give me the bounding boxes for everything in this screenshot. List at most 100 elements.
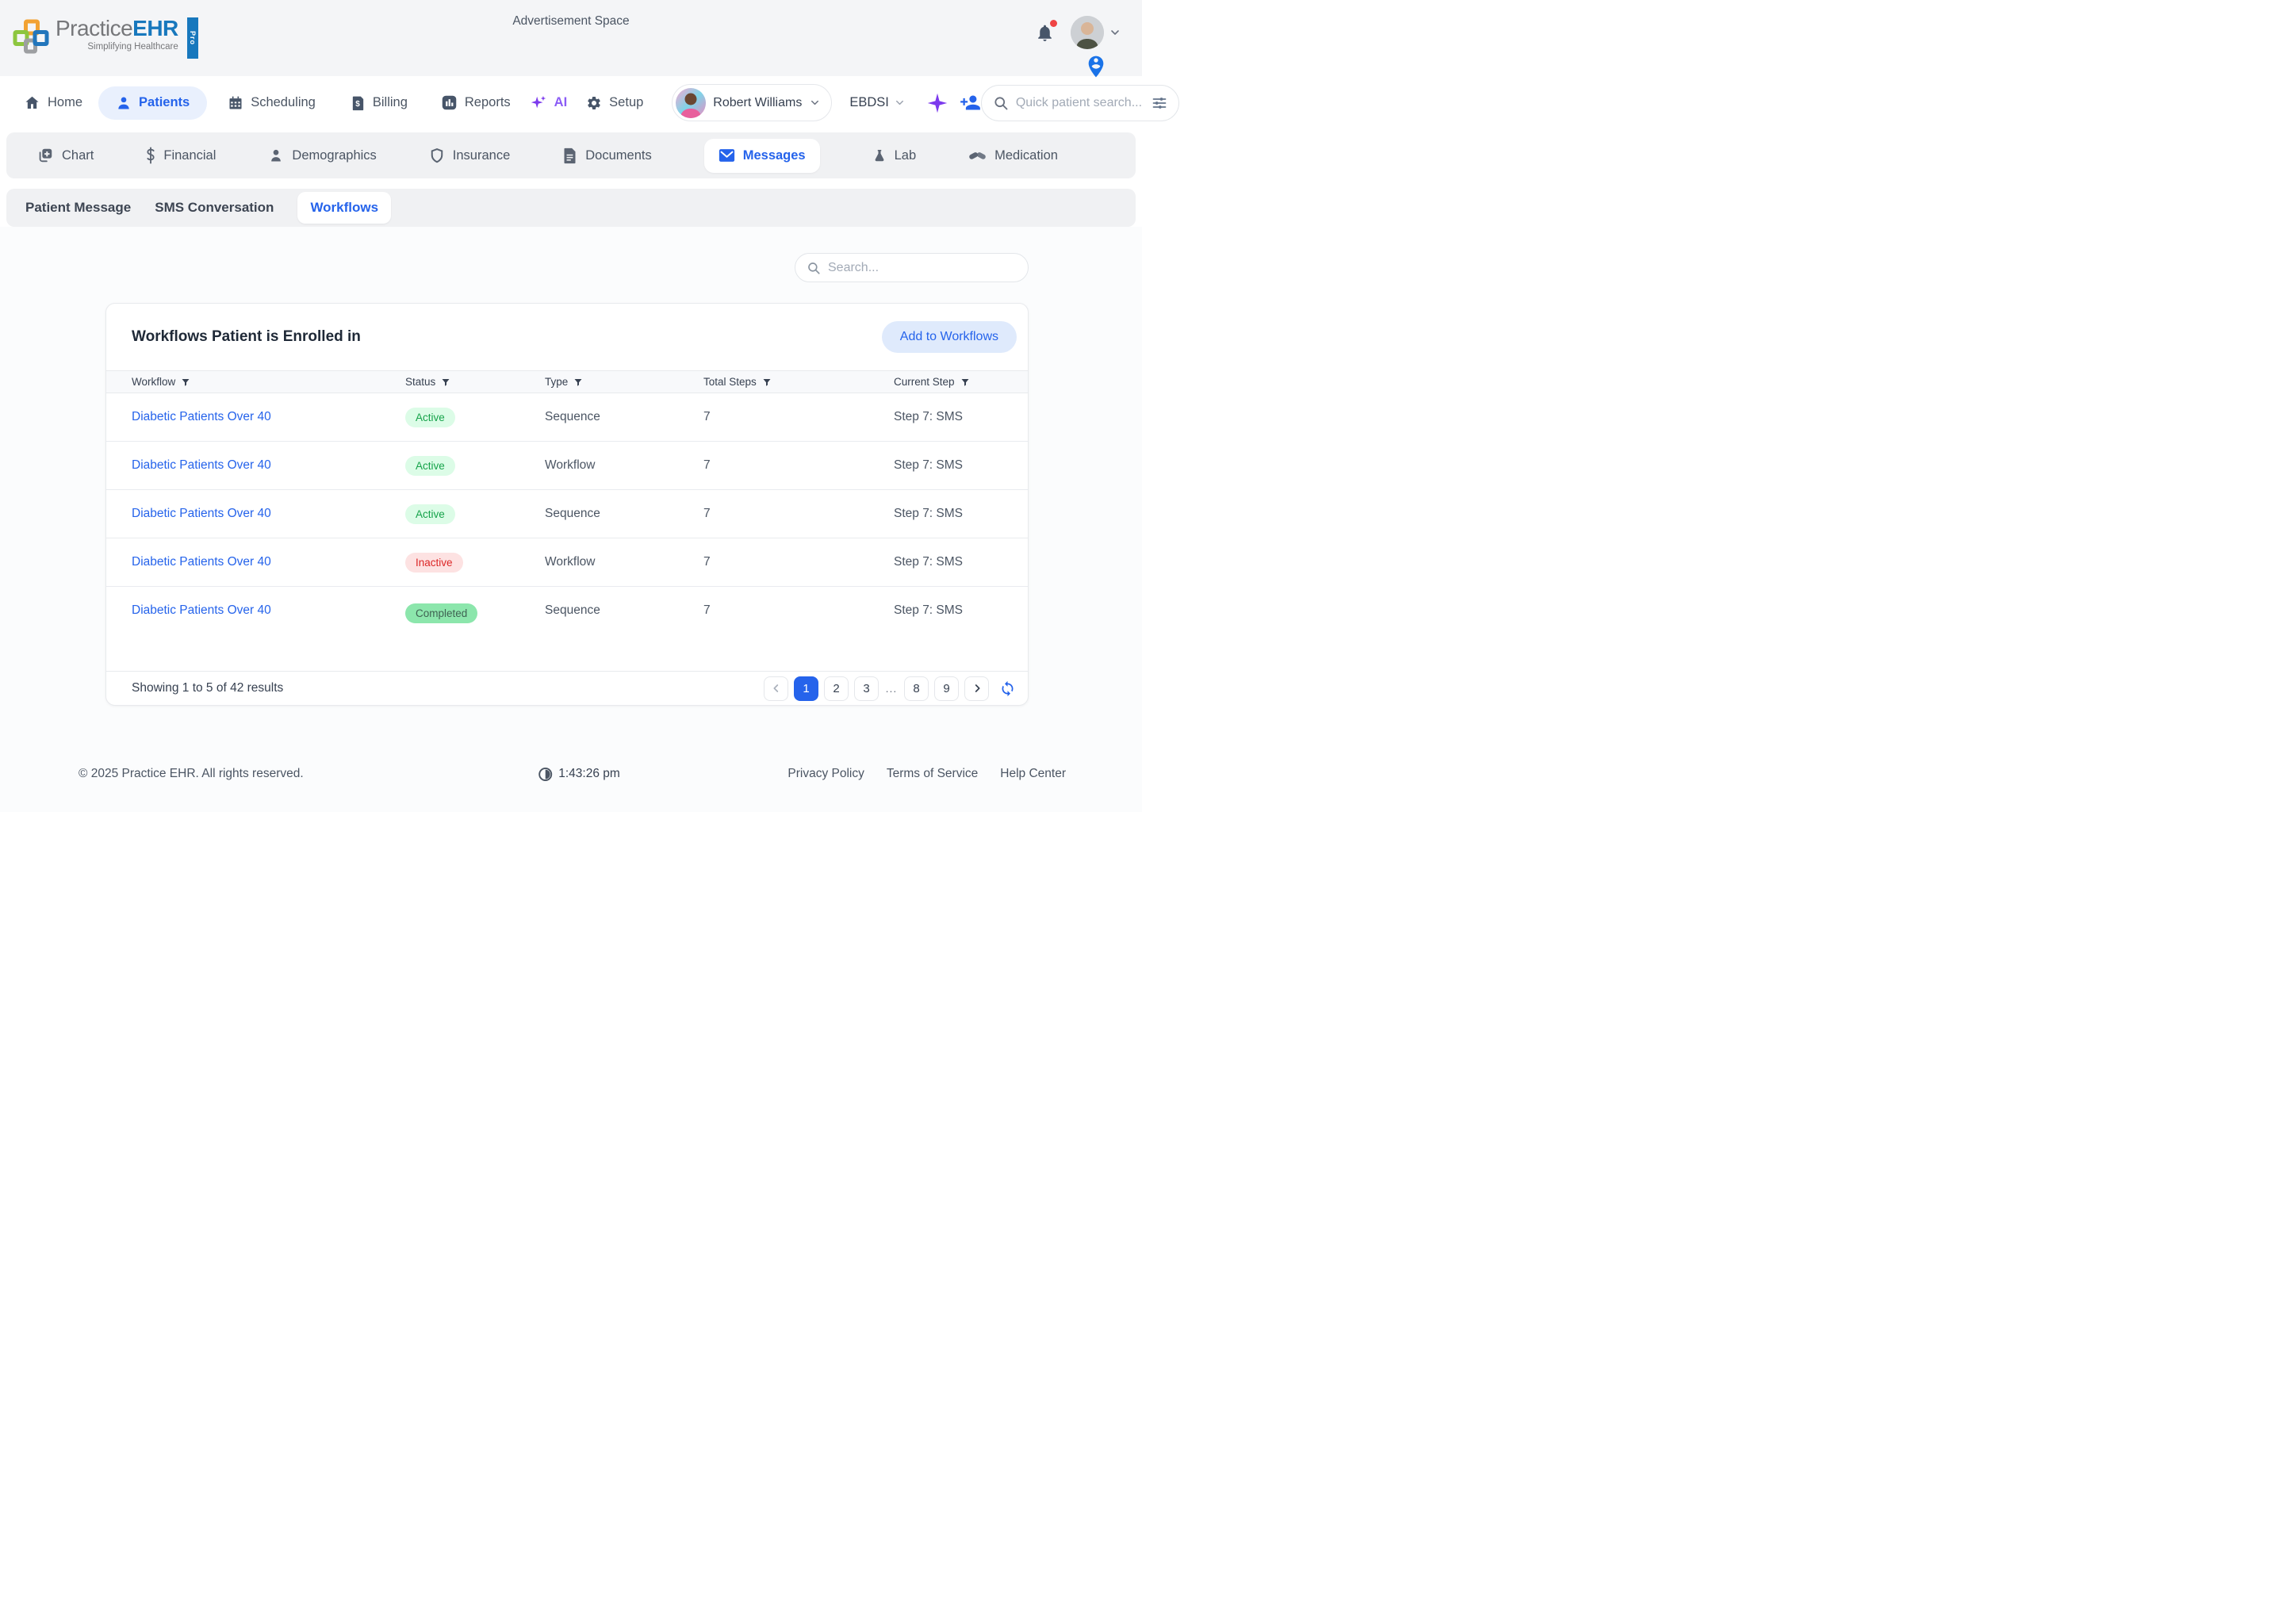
person-pin-icon[interactable]	[1083, 54, 1109, 79]
clock-display: 1:43:26 pm	[538, 767, 620, 782]
workflow-link[interactable]: Diabetic Patients Over 40	[132, 458, 271, 472]
chevron-right-icon	[975, 684, 980, 692]
chart-icon	[39, 148, 52, 163]
logo-tagline: Simplifying Healthcare	[87, 42, 178, 52]
subnav-documents[interactable]: Documents	[562, 147, 652, 164]
messages-tabs: Patient Message SMS Conversation Workflo…	[6, 189, 1136, 227]
envelope-icon	[719, 149, 734, 162]
notifications-button[interactable]	[1035, 19, 1057, 43]
table-row: Diabetic Patients Over 40 Active Workflo…	[106, 442, 1028, 490]
status-badge: Completed	[405, 603, 478, 623]
total-steps-cell: 7	[703, 410, 711, 423]
logo-cross-icon	[13, 19, 49, 54]
filter-icon[interactable]	[441, 377, 450, 387]
terms-of-service-link[interactable]: Terms of Service	[886, 767, 979, 780]
home-icon	[25, 96, 39, 109]
nav-setup[interactable]: Setup	[586, 95, 643, 111]
column-header-status[interactable]: Status	[405, 376, 545, 388]
time-text: 1:43:26 pm	[558, 767, 620, 780]
user-menu[interactable]	[1071, 16, 1121, 49]
quick-search-input[interactable]	[1015, 95, 1144, 110]
chevron-left-icon	[772, 684, 778, 692]
tab-workflows[interactable]: Workflows	[297, 192, 392, 224]
column-header-total-steps[interactable]: Total Steps	[703, 376, 894, 388]
nav-scheduling[interactable]: Scheduling	[228, 95, 316, 111]
subnav-medication[interactable]: Medication	[968, 147, 1058, 163]
reports-icon	[442, 95, 457, 110]
nav-reports[interactable]: Reports	[441, 94, 511, 111]
quick-patient-search[interactable]	[980, 84, 1179, 121]
help-center-link[interactable]: Help Center	[1000, 767, 1066, 780]
table-header: Workflow Status Type Total Steps Current…	[106, 370, 1028, 393]
page-button-3[interactable]: 3	[854, 676, 879, 701]
nav-patients[interactable]: Patients	[98, 86, 208, 120]
workflows-card: Workflows Patient is Enrolled in Add to …	[105, 303, 1029, 706]
type-cell: Sequence	[545, 603, 600, 617]
subnav-messages[interactable]: Messages	[703, 138, 820, 173]
subnav-lab[interactable]: Lab	[872, 147, 916, 164]
nav-ai[interactable]: AI	[530, 94, 567, 112]
dollar-icon	[147, 147, 155, 164]
page-button-8[interactable]: 8	[904, 676, 929, 701]
nav-home[interactable]: Home	[24, 94, 82, 111]
pagination: 1 2 3 ... 8 9	[764, 676, 1016, 701]
patient-name: Robert Williams	[713, 95, 803, 109]
filter-icon[interactable]	[181, 377, 190, 387]
current-step-cell: Step 7: SMS	[894, 458, 964, 472]
clock-icon	[538, 767, 553, 781]
sparkle-icon	[927, 93, 948, 113]
add-patient-button[interactable]	[960, 92, 981, 113]
notification-dot	[1050, 19, 1057, 27]
privacy-policy-link[interactable]: Privacy Policy	[788, 767, 864, 780]
workflow-search-input[interactable]	[828, 260, 1017, 275]
add-to-workflows-button[interactable]: Add to Workflows	[881, 321, 1017, 353]
subnav-demographics[interactable]: Demographics	[268, 147, 377, 163]
total-steps-cell: 7	[703, 603, 711, 617]
table-row: Diabetic Patients Over 40 Active Sequenc…	[106, 490, 1028, 538]
user-avatar[interactable]	[1071, 16, 1104, 49]
subnav-insurance[interactable]: Insurance	[429, 147, 510, 164]
type-cell: Sequence	[545, 410, 600, 423]
status-badge: Inactive	[405, 552, 463, 573]
workflow-link[interactable]: Diabetic Patients Over 40	[132, 603, 271, 617]
practice-selector[interactable]: EBDSI	[849, 95, 906, 110]
logo-ehr-text: EHR	[132, 16, 178, 40]
refresh-icon[interactable]	[999, 680, 1016, 697]
page-button-2[interactable]: 2	[824, 676, 849, 701]
chevron-down-icon	[895, 100, 903, 105]
type-cell: Sequence	[545, 507, 600, 520]
page-button-9[interactable]: 9	[934, 676, 959, 701]
prev-page-button[interactable]	[764, 676, 788, 701]
workflow-link[interactable]: Diabetic Patients Over 40	[132, 555, 271, 569]
chevron-down-icon	[1111, 30, 1119, 35]
flask-icon	[875, 149, 884, 161]
subnav-chart[interactable]: Chart	[36, 147, 94, 164]
patient-chip[interactable]: Robert Williams	[672, 84, 833, 121]
tab-patient-message[interactable]: Patient Message	[25, 200, 132, 215]
filter-icon[interactable]	[960, 377, 970, 387]
patient-subnav: Chart Financial Demographics Insurance D…	[6, 132, 1136, 178]
search-icon	[808, 262, 820, 274]
search-icon	[994, 96, 1008, 109]
table-row: Diabetic Patients Over 40 Active Sequenc…	[106, 393, 1028, 442]
pills-icon	[969, 152, 986, 159]
workflow-search[interactable]	[795, 253, 1029, 282]
workflow-link[interactable]: Diabetic Patients Over 40	[132, 410, 271, 423]
person-add-icon	[960, 95, 980, 110]
column-header-type[interactable]: Type	[545, 376, 703, 388]
filter-icon[interactable]	[573, 377, 583, 387]
sparkle-button[interactable]	[926, 92, 948, 114]
next-page-button[interactable]	[964, 676, 989, 701]
tab-sms-conversation[interactable]: SMS Conversation	[155, 200, 274, 215]
filter-sliders-icon[interactable]	[1152, 95, 1167, 111]
filter-icon[interactable]	[762, 377, 772, 387]
nav-billing[interactable]: $ Billing	[351, 95, 408, 111]
page-button-1[interactable]: 1	[794, 676, 818, 701]
current-step-cell: Step 7: SMS	[894, 555, 964, 569]
subnav-financial[interactable]: Financial	[146, 147, 216, 164]
bell-icon	[1038, 25, 1052, 41]
column-header-current-step[interactable]: Current Step	[894, 376, 1028, 388]
type-cell: Workflow	[545, 555, 596, 569]
column-header-workflow[interactable]: Workflow	[132, 376, 405, 388]
workflow-link[interactable]: Diabetic Patients Over 40	[132, 507, 271, 520]
